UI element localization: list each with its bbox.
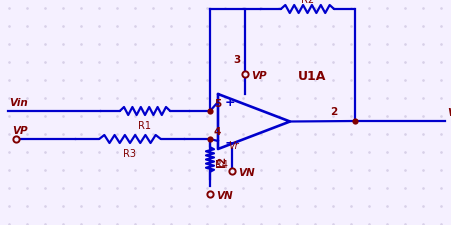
Text: Vout: Vout [446, 108, 451, 117]
Text: VP: VP [250, 71, 266, 81]
Text: 2: 2 [329, 106, 336, 117]
Text: R3: R3 [123, 148, 136, 158]
Text: I2: I2 [216, 155, 226, 166]
Text: −: − [224, 134, 235, 148]
Text: VN: VN [238, 167, 254, 177]
Text: 4: 4 [213, 126, 221, 136]
Text: +: + [224, 96, 235, 109]
Text: Vin: Vin [9, 98, 28, 108]
Text: R1: R1 [138, 120, 151, 130]
Text: Vr: Vr [227, 140, 238, 150]
Text: VN: VN [216, 190, 232, 200]
Text: U1A: U1A [297, 70, 326, 83]
Text: 5: 5 [213, 99, 221, 108]
Text: VP: VP [12, 126, 28, 135]
Text: R2: R2 [300, 0, 313, 5]
Text: R4: R4 [215, 160, 227, 170]
Text: 3: 3 [233, 55, 240, 65]
